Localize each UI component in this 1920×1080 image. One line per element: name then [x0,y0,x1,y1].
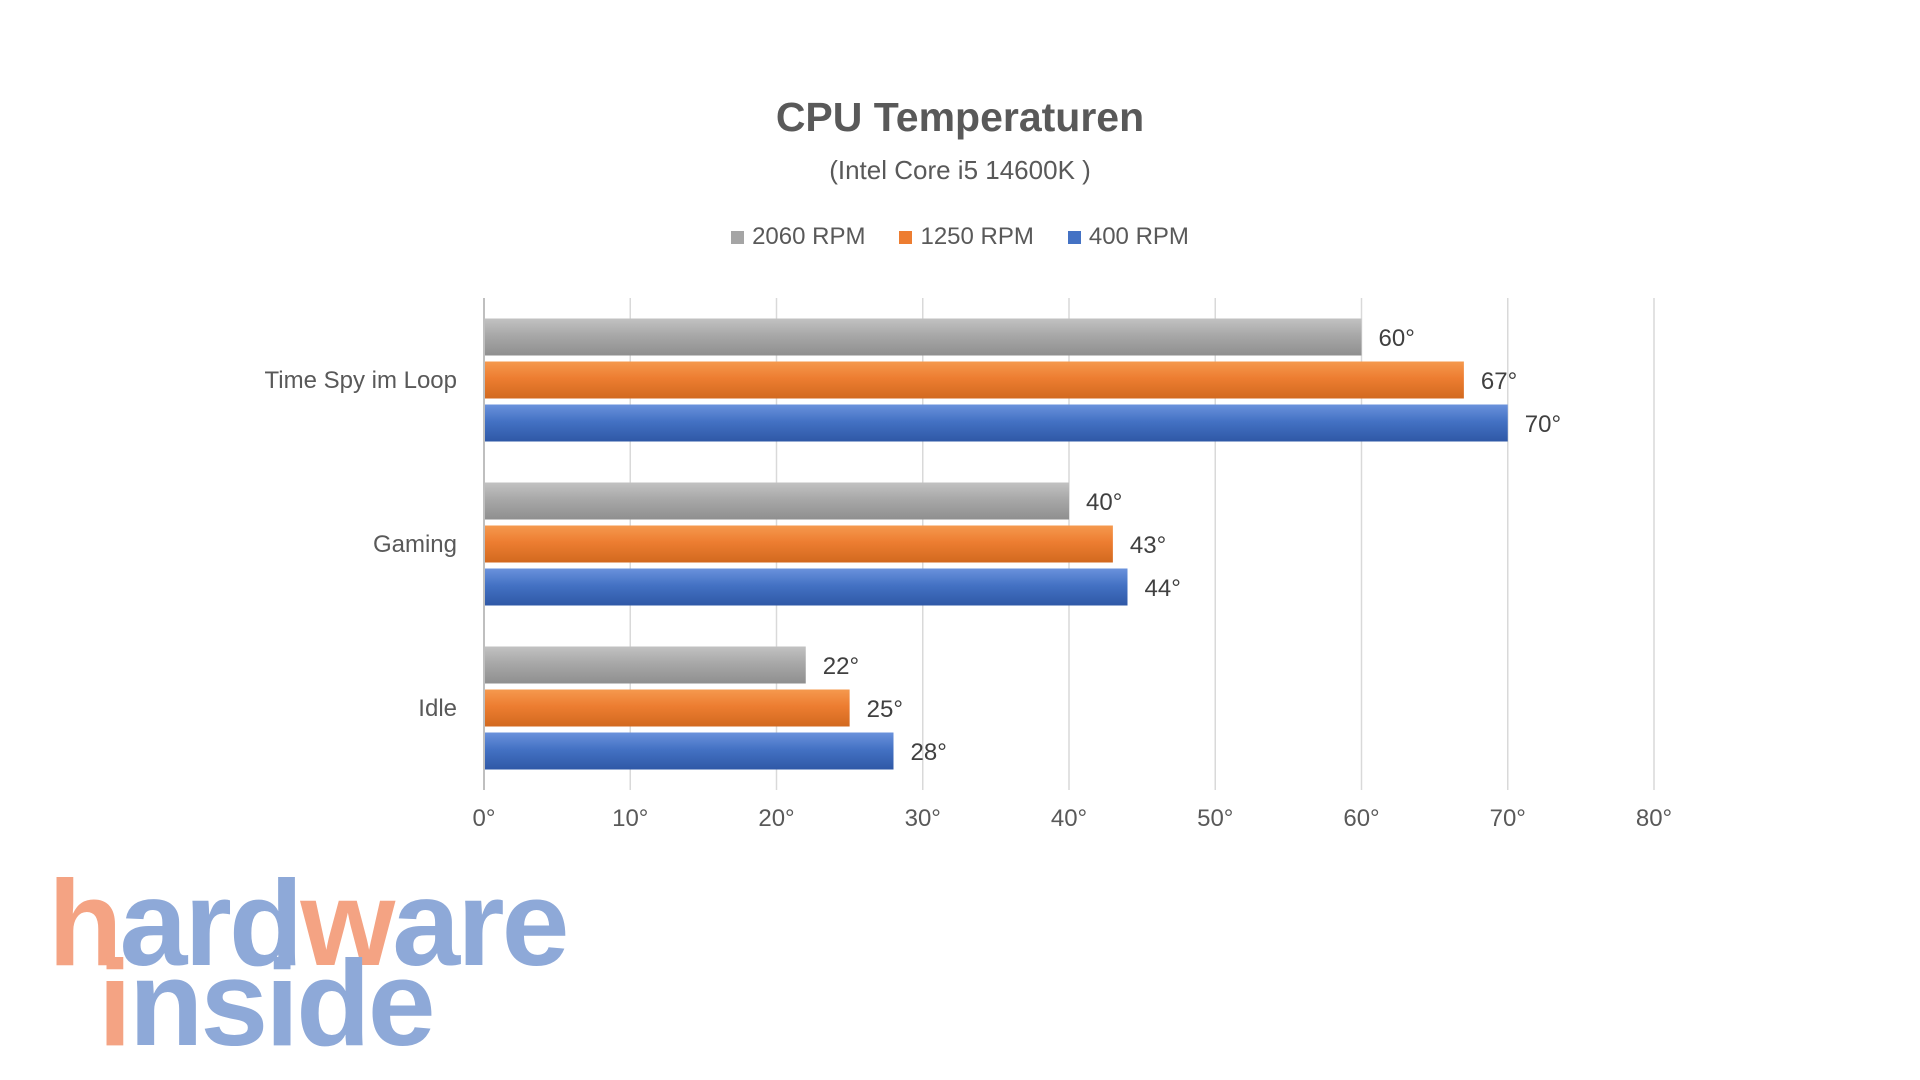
bar-groups [485,318,1508,770]
legend-swatch-400 [1067,230,1081,244]
watermark-logo: hardware inside [48,860,569,1060]
data-label: 70° [1525,411,1561,438]
legend-item-1250: 1250 RPM [899,223,1034,251]
chart-title: CPU Temperaturen [775,94,1145,140]
legend-label-2060: 2060 RPM [752,223,866,250]
bar-2060-rpm-0 [485,318,1362,356]
axes: 0° 10° 20° 30° 40° 50° 60° 70° 80° Time Spy im Lo… [264,367,1672,832]
category-label: Idle [418,695,457,722]
data-label: 60° [1379,325,1415,352]
watermark-line2: inside [98,935,433,1060]
data-label: 44° [1145,575,1181,602]
category-label: Time Spy im Loop [264,367,457,394]
x-tick-label: 80° [1636,805,1672,832]
watermark-line1: hardware [48,860,566,991]
x-tick-label: 50° [1197,805,1233,832]
chart-legend: 2060 RPM 1250 RPM 400 RPM [0,223,1920,251]
bar-1250-rpm-0 [485,361,1464,399]
x-tick-label: 60° [1343,805,1379,832]
watermark-ard: ard [120,860,301,991]
data-labels: 60° 67° 70° 40° 43° 44° 22° 25° 28° [823,325,1561,766]
legend-item-400: 400 RPM [1067,223,1189,251]
data-label: 22° [823,653,859,680]
bar-1250-rpm-2 [485,689,850,727]
legend-label-400: 400 RPM [1088,223,1189,250]
bar-2060-rpm-2 [485,646,806,684]
watermark-w: w [299,860,396,991]
watermark-nside: nside [129,935,433,1060]
legend-swatch-1250 [899,230,913,244]
data-label: 67° [1481,368,1517,395]
x-tick-label: 40° [1051,805,1087,832]
x-tick-label: 70° [1490,805,1526,832]
data-label: 28° [911,739,947,766]
data-label: 43° [1130,532,1166,559]
legend-label-1250: 1250 RPM [920,223,1034,250]
watermark-i: i [98,935,129,1060]
watermark-h: h [48,860,120,991]
bar-400-rpm-1 [485,568,1128,606]
chart-subtitle: (Intel Core i5 14600K ) [829,155,1091,185]
bar-2060-rpm-1 [485,482,1069,520]
category-label: Gaming [373,531,457,558]
x-tick-label: 20° [758,805,794,832]
watermark-are: are [392,860,566,991]
legend-item-2060: 2060 RPM [731,223,865,251]
legend-swatch-2060 [731,230,745,244]
x-tick-label: 10° [612,805,648,832]
bar-1250-rpm-1 [485,525,1113,563]
x-tick-label: 30° [905,805,941,832]
data-label: 25° [867,696,903,723]
bar-400-rpm-2 [485,732,894,770]
bar-400-rpm-0 [485,404,1508,442]
x-tick-label: 0° [473,805,496,832]
data-label: 40° [1086,489,1122,516]
